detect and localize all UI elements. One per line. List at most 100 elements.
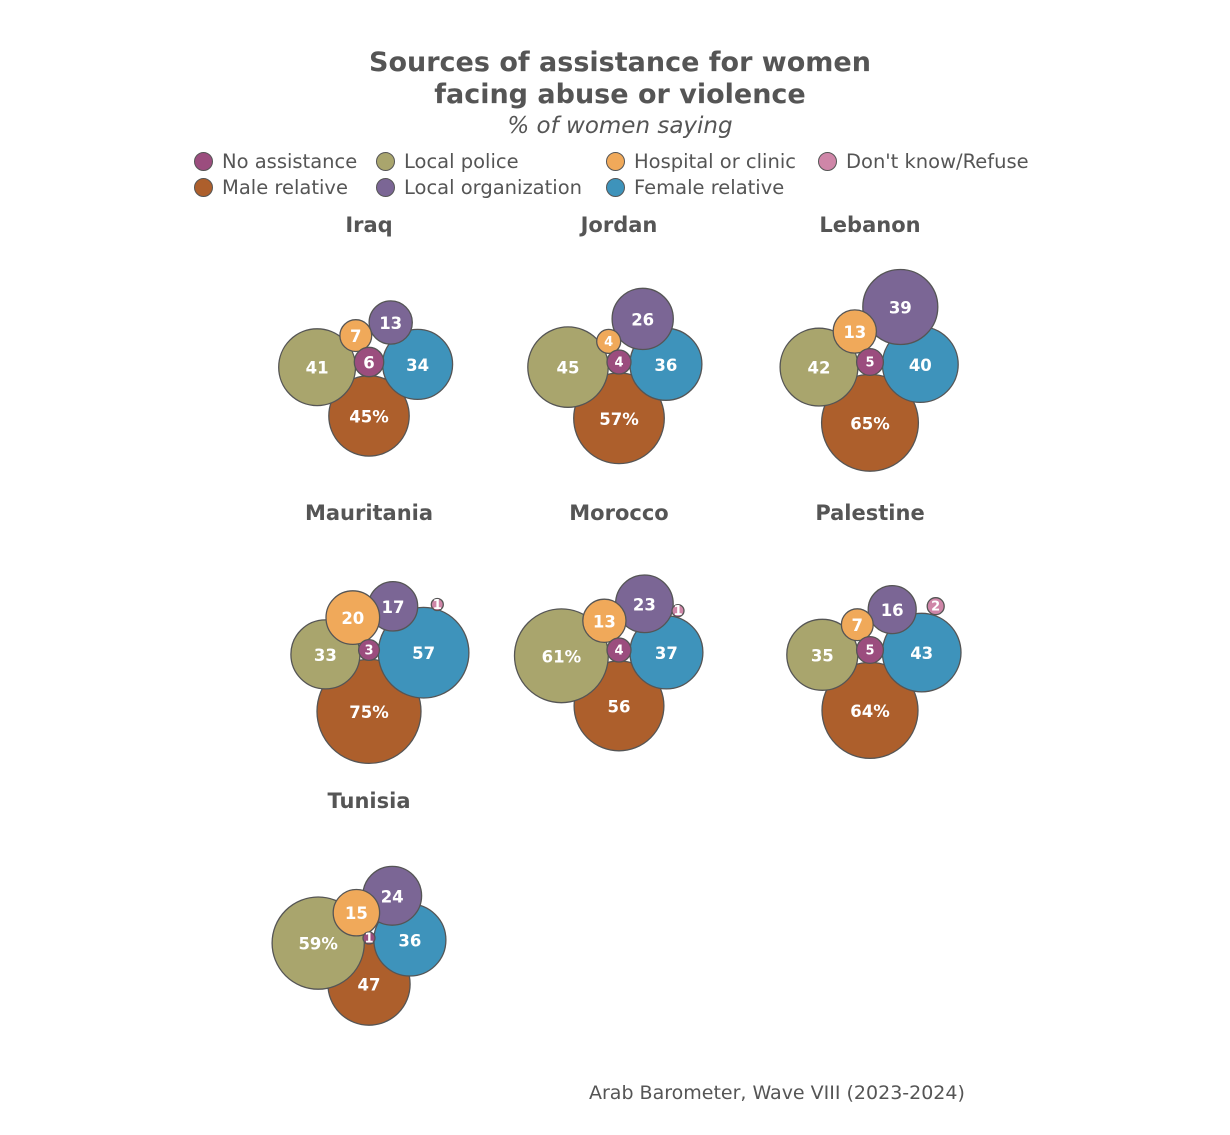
bubble-label-tunisia-local-police: 59% [298,935,338,954]
legend-swatch-dont-know-refuse [818,151,837,171]
bubble-label-morocco-local-organization: 23 [633,595,656,614]
legend-item-local-organization: Local organization [376,175,582,199]
panel-palestine: 64% 35 43 16 7 2 5 [786,584,962,760]
panel-morocco: 56 61% 37 23 13 1 4 [513,574,704,752]
bubble-label-palestine-female-relative: 43 [910,644,933,663]
bubble-lebanon-hospital-or-clinic [832,309,878,354]
bubble-mauritania-hospital-or-clinic [325,590,381,646]
bubble-label-morocco-male-relative: 56 [608,697,631,716]
bubble-jordan-local-organization [611,287,674,351]
bubble-jordan-no-assistance [606,349,632,375]
panel-mauritania: 75% 33 57 17 20 1 3 [290,580,470,765]
bubble-label-jordan-local-organization: 26 [631,310,654,329]
bubble-label-tunisia-male-relative: 47 [358,976,381,995]
legend-swatch-female-relative [606,177,625,197]
bubble-palestine-no-assistance [855,635,885,665]
panel-jordan: 57% 45 36 26 44 [527,287,703,465]
bubble-palestine-local-organization [867,584,917,635]
legend-label-dont-know-refuse: Don't know/Refuse [846,149,1029,173]
bubble-label-lebanon-local-organization: 39 [889,299,912,318]
bubble-tunisia-no-assistance [362,931,376,945]
bubble-label-palestine-hospital-or-clinic: 7 [852,616,863,635]
bubble-label-lebanon-local-police: 42 [808,359,831,378]
bubble-label-palestine-no-assistance: 5 [865,644,874,659]
bubble-lebanon-local-organization [862,268,939,346]
source-note: Arab Barometer, Wave VIII (2023-2024) [589,1082,965,1104]
panel-title-jordan: Jordan [580,213,658,237]
bubble-label-iraq-male-relative: 45% [349,407,389,426]
chart-title-line-1: Sources of assistance for women [369,47,871,78]
legend-label-female-relative: Female relative [634,175,785,199]
legend-item-male-relative: Male relative [194,175,348,199]
bubble-label-tunisia-hospital-or-clinic: 15 [345,904,368,923]
bubble-label-jordan-male-relative: 57% [599,410,639,429]
bubble-label-jordan-no-assistance: 4 [614,356,623,371]
legend-label-male-relative: Male relative [222,175,348,199]
legend-item-local-police: Local police [376,149,519,173]
bubble-label-lebanon-no-assistance: 5 [865,356,874,371]
bubble-label-iraq-local-police: 41 [306,359,329,378]
bubble-lebanon-no-assistance [855,347,885,377]
legend-swatch-hospital-or-clinic [606,151,625,171]
bubble-mauritania-no-assistance [357,638,381,662]
legend-swatch-local-police [376,151,395,171]
bubble-label-morocco-female-relative: 37 [655,644,678,663]
bubble-jordan-hospital-or-clinic [596,328,622,355]
legend-label-hospital-or-clinic: Hospital or clinic [634,149,796,173]
bubble-label-tunisia-female-relative: 36 [398,932,421,951]
legend-label-local-organization: Local organization [404,175,582,199]
legend-label-local-police: Local police [404,149,519,173]
bubble-tunisia-hospital-or-clinic [332,888,381,937]
panel-title-tunisia: Tunisia [327,789,411,813]
bubble-label-lebanon-male-relative: 65% [850,414,890,433]
bubble-label-mauritania-female-relative: 57 [412,644,435,663]
bubble-palestine-dont-know-refuse [926,597,945,616]
bubble-label-palestine-male-relative: 64% [850,702,890,721]
panel-title-iraq: Iraq [345,213,393,237]
panel-title-palestine: Palestine [815,501,925,525]
bubble-iraq-hospital-or-clinic [339,319,373,353]
panel-tunisia: 47 59% 36 24 15 1 [271,865,447,1026]
bubble-label-morocco-no-assistance: 4 [614,644,623,659]
bubble-label-palestine-local-organization: 16 [881,601,904,620]
bubble-morocco-dont-know-refuse [671,604,685,618]
bubble-label-palestine-dont-know-refuse: 2 [931,600,940,615]
legend-item-dont-know-refuse: Don't know/Refuse [818,149,1029,173]
legend-swatch-male-relative [194,177,213,197]
bubble-mauritania-dont-know-refuse [430,597,444,612]
legend-swatch-local-organization [376,177,395,197]
bubble-label-iraq-no-assistance: 6 [363,354,374,373]
bubble-label-jordan-hospital-or-clinic: 4 [604,335,613,350]
bubble-label-iraq-hospital-or-clinic: 7 [350,327,361,346]
chart-subtitle: % of women saying [507,113,733,139]
chart-title-line-2: facing abuse or violence [434,79,806,110]
bubble-label-mauritania-dont-know-refuse: 1 [433,598,442,613]
panel-lebanon: 65% 42 40 39 13 5 [779,268,959,472]
bubble-label-lebanon-hospital-or-clinic: 13 [843,323,866,342]
bubble-label-mauritania-local-organization: 17 [382,598,405,617]
bubble-label-iraq-local-organization: 13 [379,314,402,333]
legend-item-hospital-or-clinic: Hospital or clinic [606,149,796,173]
bubble-label-morocco-dont-know-refuse: 1 [673,604,682,619]
panel-title-lebanon: Lebanon [819,213,921,237]
bubble-morocco-no-assistance [606,637,632,663]
bubble-label-palestine-local-police: 35 [811,646,834,665]
bubble-label-jordan-female-relative: 36 [654,356,677,375]
bubble-morocco-hospital-or-clinic [582,598,627,644]
bubble-palestine-hospital-or-clinic [840,608,874,642]
bubble-label-lebanon-female-relative: 40 [909,356,932,375]
legend-item-female-relative: Female relative [606,175,784,199]
panel-iraq: 45% 41 34 13 76 [278,300,454,457]
legend-label-no-assistance: No assistance [222,149,358,173]
bubble-iraq-no-assistance [353,346,385,378]
bubble-label-tunisia-no-assistance: 1 [364,932,373,947]
bubble-label-mauritania-hospital-or-clinic: 20 [341,609,364,628]
legend-item-no-assistance: No assistance [194,149,357,173]
bubble-label-tunisia-local-organization: 24 [381,887,404,906]
bubble-label-morocco-hospital-or-clinic: 13 [593,612,616,631]
bubble-label-mauritania-no-assistance: 3 [364,644,373,659]
bubble-label-mauritania-male-relative: 75% [349,703,389,722]
panel-title-morocco: Morocco [569,501,669,525]
bubble-iraq-local-organization [368,300,413,345]
